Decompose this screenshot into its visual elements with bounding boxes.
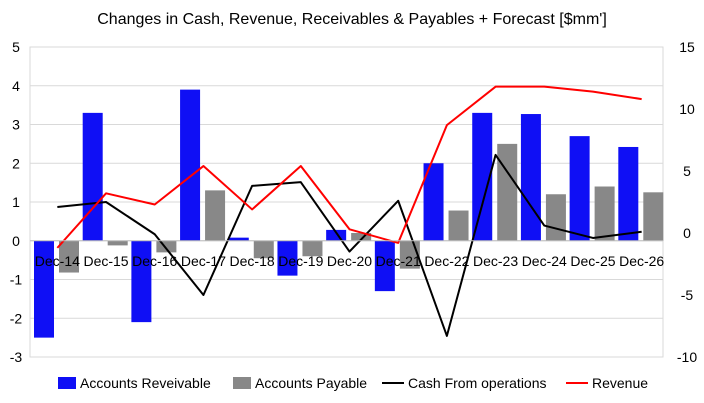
legend-label: Accounts Payable [255, 375, 367, 391]
bar [302, 240, 323, 257]
y-left-tick-label: -2 [10, 310, 23, 326]
lines-group [56, 85, 642, 337]
bar [594, 186, 615, 241]
series-line [56, 85, 642, 249]
bar [205, 190, 226, 241]
bar [351, 233, 372, 241]
y-right-tick-label: -10 [677, 349, 697, 365]
bar [228, 237, 249, 241]
y-right-tick-label: 0 [683, 225, 691, 241]
x-tick-label: Dec-17 [181, 253, 226, 269]
y-left-tick-label: 2 [12, 155, 20, 171]
x-tick-label: Dec-23 [473, 253, 518, 269]
y-right-tick-label: 5 [683, 163, 691, 179]
series-line [57, 153, 642, 337]
x-tick-label: Dec-19 [278, 253, 323, 269]
bar [156, 240, 177, 253]
x-tick-label: Dec-15 [83, 253, 128, 269]
y-left-tick-label: 5 [12, 39, 20, 55]
legend-label: Accounts Reveivable [80, 375, 211, 391]
y-right-tick-label: 15 [679, 39, 695, 55]
bar [180, 89, 201, 241]
y-left-tick-label: -3 [10, 349, 23, 365]
legend-label: Revenue [592, 375, 648, 391]
gridlines [29, 46, 664, 358]
y-left-tick-label: 4 [12, 78, 20, 94]
y-left-tick-label: 0 [12, 233, 20, 249]
x-tick-label: Dec-24 [522, 253, 567, 269]
x-tick-label: Dec-21 [376, 253, 421, 269]
x-tick-label: Dec-16 [132, 253, 177, 269]
bar [59, 240, 79, 273]
bar [472, 112, 493, 241]
x-tick-label: Dec-20 [327, 253, 372, 269]
bar [107, 240, 128, 246]
bars-group [34, 89, 664, 338]
bar [545, 194, 566, 241]
bar [643, 192, 664, 241]
legend-swatch [233, 377, 251, 389]
bar [520, 114, 541, 241]
y-left-tick-label: 1 [12, 194, 20, 210]
bar [497, 143, 518, 241]
y-right-tick-label: -5 [681, 287, 694, 303]
y-left-tick-label: -1 [10, 272, 23, 288]
x-tick-label: Dec-26 [619, 253, 664, 269]
bar [618, 146, 639, 241]
bar [448, 210, 469, 241]
bar [277, 240, 298, 276]
x-tick-label: Dec-25 [570, 253, 615, 269]
bar [326, 229, 347, 241]
y-left-tick-label: 3 [12, 117, 20, 133]
legend: Accounts Reveivable Accounts Payable Cash … [58, 375, 648, 391]
bar [253, 240, 274, 259]
bar [423, 163, 444, 241]
chart-title: Changes in Cash, Revenue, Receivables & … [97, 11, 607, 28]
bar [82, 112, 103, 241]
legend-label: Cash From operations [408, 375, 547, 391]
bar [34, 240, 54, 338]
bar [569, 136, 590, 241]
legend-swatch [58, 377, 76, 389]
x-tick-label: Dec-18 [230, 253, 275, 269]
y-right-tick-label: 10 [679, 101, 695, 117]
x-tick-label: Dec-14 [35, 253, 80, 269]
bar [374, 240, 395, 292]
bar [131, 240, 152, 323]
x-tick-label: Dec-22 [424, 253, 469, 269]
